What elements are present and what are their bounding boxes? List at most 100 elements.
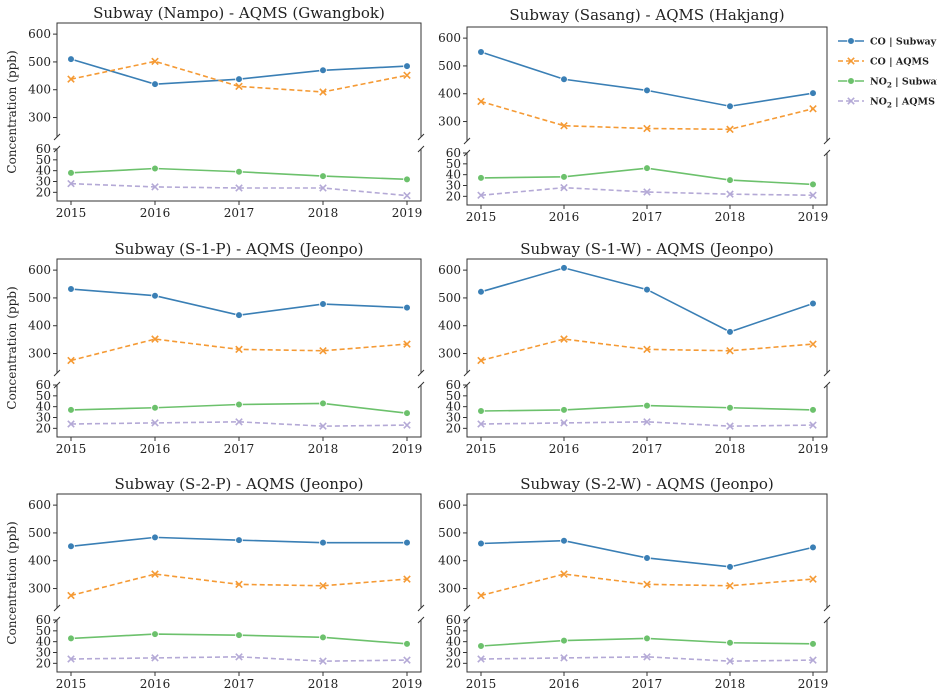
axis-break-mark xyxy=(417,133,425,141)
x-tick-label: 2017 xyxy=(632,210,663,224)
data-point xyxy=(643,554,651,562)
data-point xyxy=(643,653,651,661)
data-point xyxy=(319,422,327,430)
data-point xyxy=(235,631,243,639)
y-tick-label: 30 xyxy=(446,411,461,425)
series-co-subway xyxy=(67,533,411,551)
series-co-aqms xyxy=(67,57,411,96)
y-tick-label: 20 xyxy=(446,189,461,203)
y-tick-label: 30 xyxy=(446,646,461,660)
legend-label: CO | Subway xyxy=(870,37,937,48)
lower-axes-frame xyxy=(56,620,422,673)
data-point xyxy=(643,86,651,95)
y-tick-label: 60 xyxy=(36,378,51,392)
y-tick-label: 600 xyxy=(438,498,461,512)
y-tick-label: 500 xyxy=(438,291,461,305)
data-point xyxy=(403,575,411,583)
data-point xyxy=(809,104,817,113)
data-point xyxy=(319,346,327,355)
axis-break-mark xyxy=(417,604,425,612)
data-point xyxy=(726,403,734,412)
y-tick-label: 40 xyxy=(36,635,51,649)
data-point xyxy=(151,403,159,412)
x-tick-label: 2018 xyxy=(715,210,746,224)
x-tick-label: 2019 xyxy=(798,210,829,224)
axis-break-mark xyxy=(463,604,471,612)
x-tick-label: 2018 xyxy=(715,442,746,456)
axis-break-mark xyxy=(463,137,471,145)
data-point xyxy=(319,399,327,408)
data-point xyxy=(726,176,734,184)
series-line xyxy=(480,267,814,333)
data-point xyxy=(560,536,568,545)
legend: CO | Subway CO | AQMS NO2 | Subway NO2 | AQ… xyxy=(838,37,937,110)
x-tick-label: 2016 xyxy=(549,210,580,224)
upper-axes-frame xyxy=(466,258,828,373)
series-line xyxy=(480,539,814,568)
data-point xyxy=(67,591,75,600)
upper-axes-frame xyxy=(56,22,422,137)
series-no2-subway xyxy=(67,630,411,648)
y-tick-label: 400 xyxy=(28,319,51,333)
series-no2-aqms xyxy=(67,179,411,200)
chart-title: Subway (S-1-P) - AQMS (Jeonpo) xyxy=(115,240,364,258)
data-point xyxy=(403,303,411,312)
x-tick-label: 2019 xyxy=(798,677,829,691)
data-point xyxy=(151,654,159,662)
y-tick-label: 50 xyxy=(446,389,461,403)
axis-break-mark xyxy=(417,369,425,377)
data-point xyxy=(67,179,75,188)
axis-break-mark xyxy=(823,369,831,377)
x-tick-label: 2015 xyxy=(56,442,87,456)
legend-marker xyxy=(847,97,855,105)
x-tick-label: 2015 xyxy=(466,210,497,224)
data-point xyxy=(560,636,568,645)
data-point xyxy=(319,88,327,96)
data-point xyxy=(151,335,159,343)
data-point xyxy=(319,657,327,665)
data-point xyxy=(477,407,485,415)
data-point xyxy=(726,657,734,665)
y-tick-label: 300 xyxy=(438,582,461,596)
series-line xyxy=(480,100,814,131)
y-tick-label: 30 xyxy=(36,411,51,425)
data-point xyxy=(477,539,485,548)
data-point xyxy=(67,542,75,551)
x-tick-label: 2017 xyxy=(632,677,663,691)
data-point xyxy=(643,418,651,426)
y-tick-label: 40 xyxy=(36,400,51,414)
data-point xyxy=(151,533,159,542)
x-tick-label: 2016 xyxy=(140,677,171,691)
data-point xyxy=(809,640,817,648)
data-point xyxy=(809,340,817,348)
y-tick-label: 40 xyxy=(446,168,461,182)
y-tick-label: 20 xyxy=(36,185,51,199)
axis-break-mark xyxy=(823,137,831,145)
y-tick-label: 300 xyxy=(438,347,461,361)
axis-break-mark xyxy=(463,369,471,377)
data-point xyxy=(67,634,75,643)
data-point xyxy=(726,346,734,355)
y-tick-label: 60 xyxy=(36,613,51,627)
data-point xyxy=(726,328,734,336)
series-line xyxy=(70,60,408,93)
data-point xyxy=(560,570,568,578)
data-point xyxy=(477,655,485,663)
series-co-aqms xyxy=(67,570,411,600)
data-point xyxy=(643,164,651,172)
y-tick-label: 20 xyxy=(446,421,461,435)
axis-break-mark xyxy=(53,369,61,377)
data-point xyxy=(726,563,734,571)
series-line xyxy=(70,182,408,197)
data-point xyxy=(319,184,327,192)
data-point xyxy=(560,406,568,414)
data-point xyxy=(403,640,411,648)
y-tick-label: 600 xyxy=(28,263,51,277)
y-tick-label: 50 xyxy=(36,389,51,403)
data-point xyxy=(403,62,411,70)
y-tick-label: 40 xyxy=(446,635,461,649)
series-line xyxy=(480,51,814,108)
data-point xyxy=(67,356,75,365)
axis-break-mark xyxy=(53,133,61,141)
